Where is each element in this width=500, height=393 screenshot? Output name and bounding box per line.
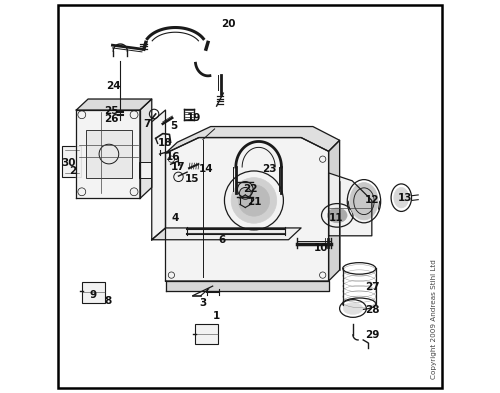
Circle shape: [231, 178, 276, 223]
Text: 20: 20: [221, 18, 236, 29]
Bar: [82, 282, 106, 303]
Text: 13: 13: [398, 193, 412, 204]
Text: 15: 15: [184, 174, 199, 184]
Bar: [195, 324, 218, 344]
Text: 19: 19: [186, 113, 201, 123]
Text: 8: 8: [104, 296, 112, 306]
Ellipse shape: [394, 187, 409, 208]
Ellipse shape: [350, 182, 378, 220]
Polygon shape: [166, 281, 328, 291]
Text: 1: 1: [213, 311, 220, 321]
Text: 21: 21: [246, 197, 261, 208]
Text: 24: 24: [106, 81, 120, 92]
Polygon shape: [140, 99, 152, 198]
Text: 27: 27: [366, 282, 380, 292]
Polygon shape: [152, 228, 301, 240]
Polygon shape: [328, 173, 372, 236]
Text: 7: 7: [144, 119, 150, 129]
Text: 5: 5: [170, 121, 177, 131]
Text: 6: 6: [219, 235, 226, 245]
Circle shape: [238, 185, 270, 216]
Bar: [139, 162, 150, 178]
Text: 22: 22: [244, 184, 258, 194]
Text: 2: 2: [68, 166, 76, 176]
Polygon shape: [166, 127, 340, 153]
Text: 26: 26: [104, 114, 119, 124]
Text: 12: 12: [364, 195, 379, 206]
Text: 28: 28: [366, 305, 380, 316]
Text: 11: 11: [329, 213, 344, 223]
Text: 14: 14: [198, 164, 214, 174]
Text: 29: 29: [366, 330, 380, 340]
Polygon shape: [76, 110, 140, 198]
Text: 16: 16: [166, 152, 180, 162]
Text: 17: 17: [171, 162, 186, 172]
Bar: [86, 130, 132, 178]
Ellipse shape: [328, 208, 347, 223]
Polygon shape: [328, 140, 340, 281]
Text: 10: 10: [314, 242, 328, 253]
Polygon shape: [152, 110, 166, 240]
Text: 4: 4: [172, 213, 179, 223]
Text: 25: 25: [104, 106, 119, 116]
Text: 3: 3: [199, 298, 206, 308]
Ellipse shape: [343, 303, 363, 314]
Text: Copyright 2009 Andreas Stihl Ltd: Copyright 2009 Andreas Stihl Ltd: [430, 259, 436, 379]
Bar: [62, 146, 81, 177]
Text: 23: 23: [262, 164, 277, 174]
Text: 18: 18: [158, 138, 173, 149]
Polygon shape: [76, 99, 152, 110]
Text: 30: 30: [61, 158, 76, 168]
Polygon shape: [166, 138, 328, 281]
Text: 9: 9: [89, 290, 96, 300]
